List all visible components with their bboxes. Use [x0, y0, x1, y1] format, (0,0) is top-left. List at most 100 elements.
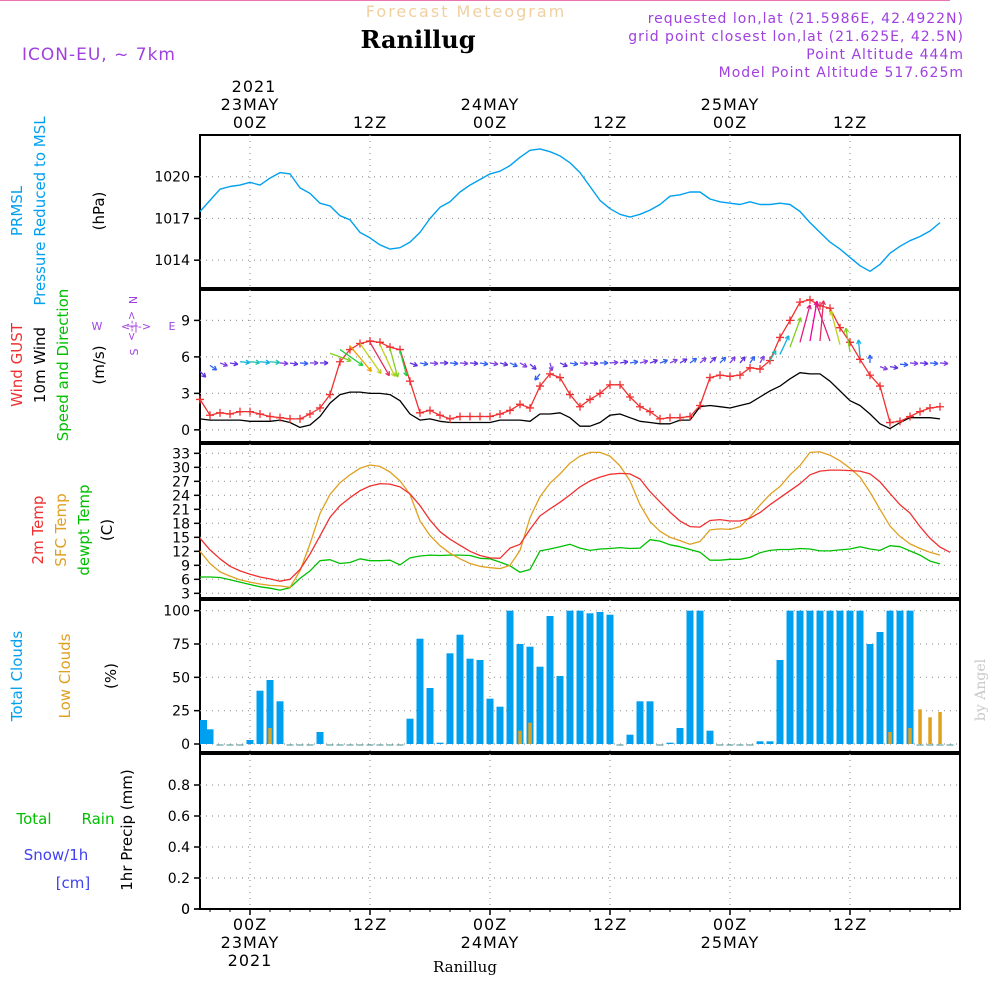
total-clouds-bar	[816, 610, 824, 744]
wind-arrow-head	[771, 349, 777, 356]
total-clouds-bar	[506, 610, 514, 744]
gust-marker	[486, 412, 494, 421]
precip-ytick-zero: 0	[181, 902, 190, 918]
pressure-label-1: PRMSL	[8, 185, 26, 236]
location-title: Ranillug	[360, 25, 475, 54]
top-axis-hour-label: 12Z	[833, 113, 867, 132]
temp-ytick-label: 6	[181, 572, 190, 588]
gust-marker	[676, 413, 684, 422]
wind-arrow-head	[366, 366, 372, 373]
precip-ytick-label: 0	[181, 902, 190, 918]
wind-direction-arrow	[379, 344, 396, 377]
gust-marker	[276, 413, 284, 422]
wind-arrow-head	[503, 361, 509, 367]
clouds-panel-frame	[199, 599, 961, 753]
low-clouds-bar	[518, 730, 522, 744]
gust-marker	[926, 403, 934, 412]
total-clouds-bar	[516, 644, 524, 744]
footer-location: Ranillug	[433, 958, 497, 976]
wind-direction-arrow	[349, 345, 372, 372]
wind-arrow-head	[548, 366, 554, 372]
wind-direction-arrow	[329, 352, 352, 362]
product-title: Forecast Meteogram	[366, 2, 566, 21]
clouds-label-low: Low Clouds	[56, 633, 74, 718]
gust-marker	[796, 298, 804, 307]
top-axis-day-label: 25MAY	[701, 95, 760, 114]
gust-marker	[916, 407, 924, 416]
temp-ytick-label: 27	[172, 474, 190, 490]
wind-arrow-head	[806, 304, 812, 310]
wind-direction-arrow	[857, 339, 861, 357]
bottom-axis-hour-label: 12Z	[833, 915, 867, 934]
low-clouds-bar	[938, 712, 942, 744]
wind-direction-arrow	[259, 361, 270, 364]
gust-marker	[286, 414, 294, 423]
total-clouds-bar	[546, 616, 554, 744]
total-clouds-bar	[446, 653, 454, 744]
temp-ytick-label: 15	[172, 530, 190, 546]
wind-label-gust: Wind GUST	[8, 322, 26, 407]
wind-arrow-head	[893, 364, 899, 371]
gust-marker	[426, 406, 434, 415]
total-clouds-bar	[906, 610, 914, 744]
wind-arrow-head	[483, 360, 489, 367]
wind-arrow-head	[583, 360, 589, 367]
wind-arrow-head	[913, 360, 919, 367]
precip-ytick-label: 0.2	[168, 871, 190, 887]
gust-marker	[316, 403, 324, 412]
total-clouds-bar	[666, 742, 674, 744]
temp-ytick-label: 21	[172, 502, 190, 518]
wind-direction-arrow	[769, 350, 777, 361]
gust-marker	[746, 363, 754, 372]
gust-marker	[936, 402, 944, 411]
total-clouds-bar	[556, 676, 564, 744]
gust-marker	[776, 333, 784, 342]
bottom-axis-hour-label: 12Z	[593, 915, 627, 934]
wind-arrow-head	[867, 354, 873, 360]
pressure-panel: PRMSL Pressure Reduced to MSL (hPa) 1014…	[8, 116, 961, 306]
wind-arrow-head	[293, 360, 299, 367]
bottom-axis-day-label: 25MAY	[701, 933, 760, 952]
wind-arrow-head	[933, 360, 939, 367]
gust-marker	[906, 412, 914, 421]
wind-arrow-head	[275, 359, 281, 365]
wind-direction-arrow	[830, 310, 841, 345]
wind-arrow-head	[652, 358, 658, 365]
bottom-axis-hour-label: 00Z	[713, 915, 747, 934]
wind-arrow-head	[750, 355, 756, 361]
total-clouds-bar	[846, 610, 854, 744]
bottom-axis-hour-label: 12Z	[353, 915, 387, 934]
total-clouds-bar	[246, 740, 254, 744]
total-clouds-bar	[486, 698, 494, 744]
total-clouds-bar	[536, 666, 544, 744]
wind-arrow-head	[856, 339, 862, 345]
wind-direction-arrow	[799, 304, 811, 343]
gust-marker	[436, 411, 444, 420]
total-clouds-bar	[596, 612, 604, 744]
precip-ytick-label: 0.4	[168, 840, 190, 856]
wind-arrow-head	[682, 358, 688, 364]
wind-arrow-head	[603, 360, 609, 366]
gust-marker	[216, 408, 224, 417]
temp-ytick-label: 18	[172, 516, 190, 532]
gust-marker	[846, 338, 854, 347]
clouds-ytick-label: 75	[172, 637, 190, 653]
wind-label-direction: Speed and Direction	[54, 289, 72, 442]
wind-arrow-head	[814, 302, 821, 308]
wind-arrow-head	[662, 358, 668, 365]
wind-arrow-head	[265, 359, 271, 365]
total-clouds-bar	[706, 730, 714, 744]
total-clouds-bar	[626, 734, 634, 744]
wind-arrow-head	[613, 359, 619, 366]
temp-ytick-label: 12	[172, 544, 190, 560]
wind-arrow-head	[323, 360, 329, 366]
wind-arrow-head	[222, 361, 228, 368]
gust-marker	[206, 411, 214, 420]
gust-marker	[476, 412, 484, 421]
compass-arrow-vertical: <-|->	[125, 311, 138, 341]
top-axis-hour-label: 12Z	[353, 113, 387, 132]
total-clouds-bar	[456, 634, 464, 744]
gust-marker	[826, 304, 834, 313]
clouds-unit: (%)	[102, 663, 120, 689]
